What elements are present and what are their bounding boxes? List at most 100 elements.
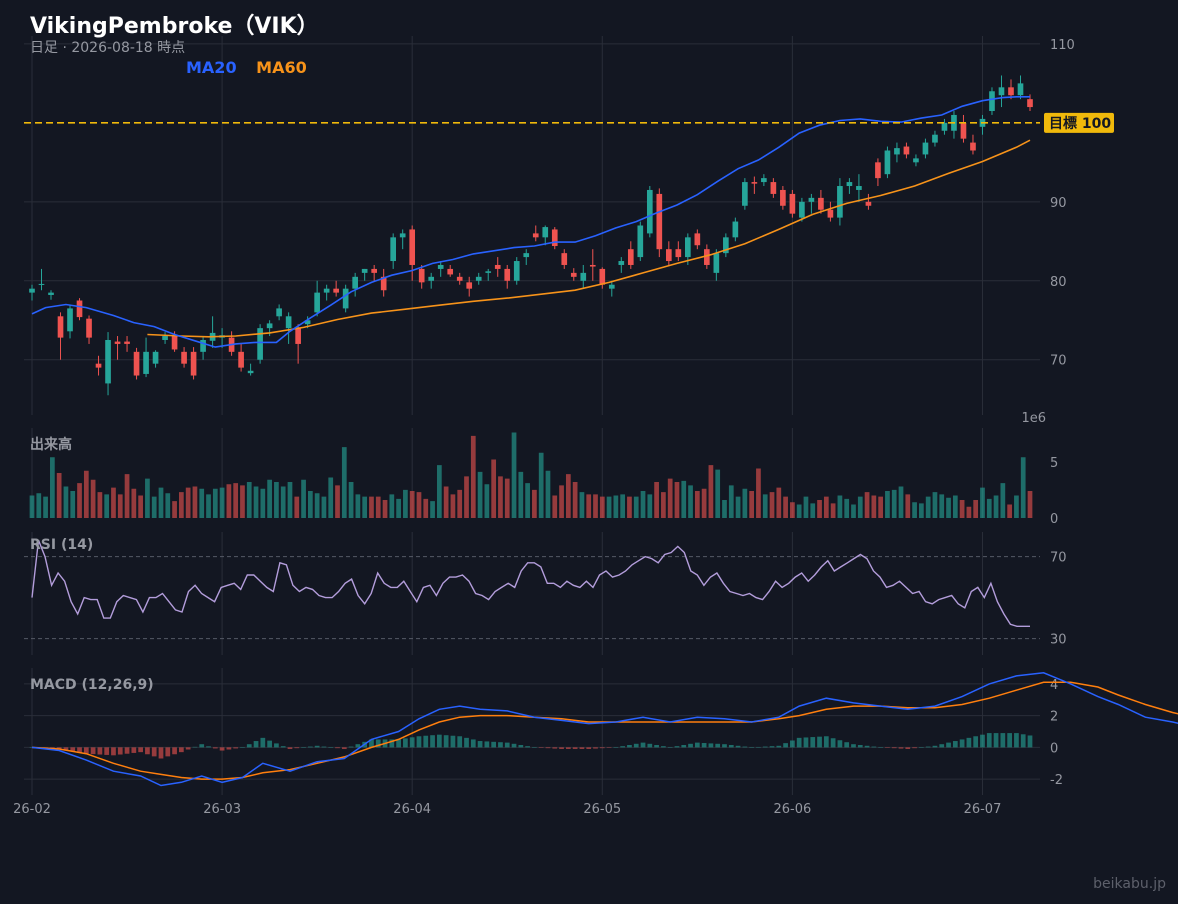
macd-histogram-bar [491,741,497,748]
candle-body [67,308,73,332]
macd-histogram-bar [389,739,395,748]
candle-body [456,276,463,281]
macd-y-tick-label: -2 [1050,773,1063,788]
macd-histogram-bar [552,747,558,749]
candle-body [665,249,672,262]
macd-histogram-bar [674,746,680,748]
candle-body [618,261,625,265]
volume-bar [484,484,490,518]
volume-bar [586,494,592,518]
volume-bar [973,500,979,518]
macd-histogram-bar [369,739,374,748]
volume-bar [898,486,904,518]
candle-body [637,225,644,258]
macd-histogram-bar [952,741,958,748]
macd-histogram-bar [640,742,646,748]
macd-y-tick-label: 2 [1050,710,1058,725]
macd-histogram-bar [199,744,205,748]
volume-bar [674,482,680,518]
macd-histogram-bar [912,747,917,749]
macd-histogram-bar [314,745,320,748]
candle-body [105,339,111,384]
macd-histogram-bar [280,746,286,748]
volume-bar [756,468,761,518]
volume-bar [491,459,497,518]
candle-body [190,351,197,376]
macd-histogram-bar [905,747,911,749]
macd-histogram-bar [138,747,143,753]
candle-body [266,323,273,329]
volume-bar [145,478,150,518]
rsi-y-tick-label: 30 [1050,633,1067,648]
candle-body [865,201,872,206]
volume-bar [796,504,802,518]
volume-bar [980,487,985,518]
candle-body [694,233,701,246]
volume-bar [498,476,503,518]
legend-ma20: MA20 [186,58,237,77]
candle-body [818,197,824,210]
candle-body [304,320,311,325]
volume-bar [226,484,232,518]
candle-body [494,264,501,269]
macd-histogram-bar [464,737,469,748]
volume-bar [891,489,897,518]
macd-histogram-bar [457,736,463,748]
macd-histogram-bar [667,747,673,748]
volume-bar [158,487,164,518]
candle-body [989,91,995,112]
candle-body [542,227,549,238]
volume-bar [633,496,639,518]
volume-bar [29,495,35,518]
macd-histogram-bar [898,747,904,749]
candle-body [608,284,615,289]
macd-histogram-bar [470,739,476,748]
candle-body [143,351,149,374]
volume-bar [369,496,374,518]
macd-histogram-bar [1000,733,1006,748]
macd-histogram-bar [864,745,870,748]
volume-bar [776,487,782,518]
volume-bar [206,494,211,518]
volume-bar [179,492,184,518]
macd-histogram-bar [939,744,945,748]
volume-bar [532,489,537,518]
macd-histogram-bar [749,747,755,748]
candle-body [1017,83,1024,96]
macd-histogram-bar [756,746,761,748]
volume-bar [851,504,856,518]
candle-body [133,351,140,376]
volume-bar [817,500,822,518]
candle-body [466,282,473,289]
candle-body [504,268,511,281]
macd-histogram-bar [321,746,327,748]
candle-body [856,186,862,190]
candle-body [333,288,339,293]
volume-bar [966,506,972,518]
macd-histogram-bar [606,747,612,748]
candle-body [418,268,425,283]
candle-body [704,249,710,265]
volume-y-tick-label: 5 [1050,456,1058,471]
volume-bar [260,488,266,518]
macd-histogram-bar [246,744,252,748]
ma60-line [147,139,1031,338]
macd-histogram-bar [484,741,490,748]
candle-body [941,122,948,131]
macd-histogram-bar [1014,733,1019,748]
volume-bar [925,496,931,518]
watermark: beikabu.jp [1093,876,1166,892]
macd-histogram-bar [219,747,225,751]
macd-histogram-bar [172,747,177,755]
candle-body [998,87,1005,96]
macd-histogram-bar [192,746,198,748]
macd-histogram-bar [56,747,62,749]
volume-bar [647,494,653,518]
price-y-tick-label: 90 [1050,196,1067,211]
volume-bar [423,498,429,518]
volume-bar [104,494,110,518]
macd-histogram-bar [83,747,89,754]
volume-bar [742,488,748,518]
candle-body [780,189,786,206]
